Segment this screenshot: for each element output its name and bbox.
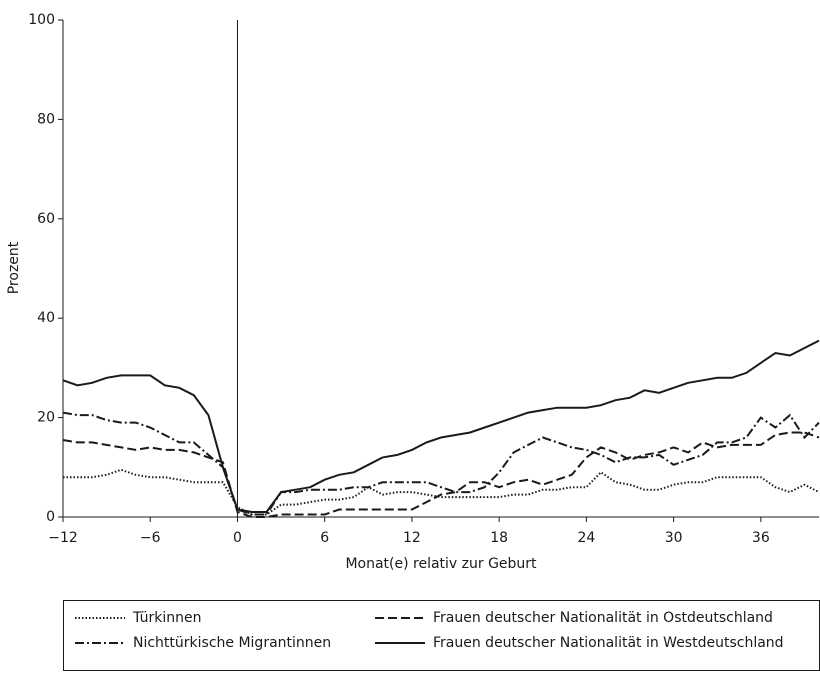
x-tick-label: 0 [233, 530, 242, 546]
series-line [63, 468, 820, 516]
x-tick-label: 12 [403, 530, 421, 546]
x-tick-label: 24 [577, 530, 595, 546]
series-line [62, 411, 820, 516]
y-tick-label: 40 [37, 310, 55, 326]
x-tick-label: 6 [320, 530, 329, 546]
y-tick-label: 60 [37, 211, 55, 227]
x-tick-label: −12 [48, 530, 78, 546]
y-axis-label: Prozent [6, 241, 22, 294]
series-line [62, 339, 820, 513]
x-tick-label: 30 [665, 530, 683, 546]
legend-label: Frauen deutscher Nationalität in Ostdeut… [433, 610, 773, 626]
legend-label: Nichttürkische Migrantinnen [133, 635, 331, 651]
series-line [62, 431, 820, 518]
legend-label: Frauen deutscher Nationalität in Westdeu… [433, 635, 784, 651]
y-tick-label: 100 [28, 12, 55, 28]
legend-label: Türkinnen [132, 610, 202, 626]
y-tick-label: 80 [37, 111, 55, 127]
x-tick-label: 36 [752, 530, 770, 546]
x-tick-label: −6 [140, 530, 161, 546]
y-tick-label: 0 [46, 509, 55, 525]
y-tick-label: 20 [37, 410, 55, 426]
x-axis-label: Monat(e) relativ zur Geburt [345, 556, 537, 572]
x-tick-label: 18 [490, 530, 508, 546]
